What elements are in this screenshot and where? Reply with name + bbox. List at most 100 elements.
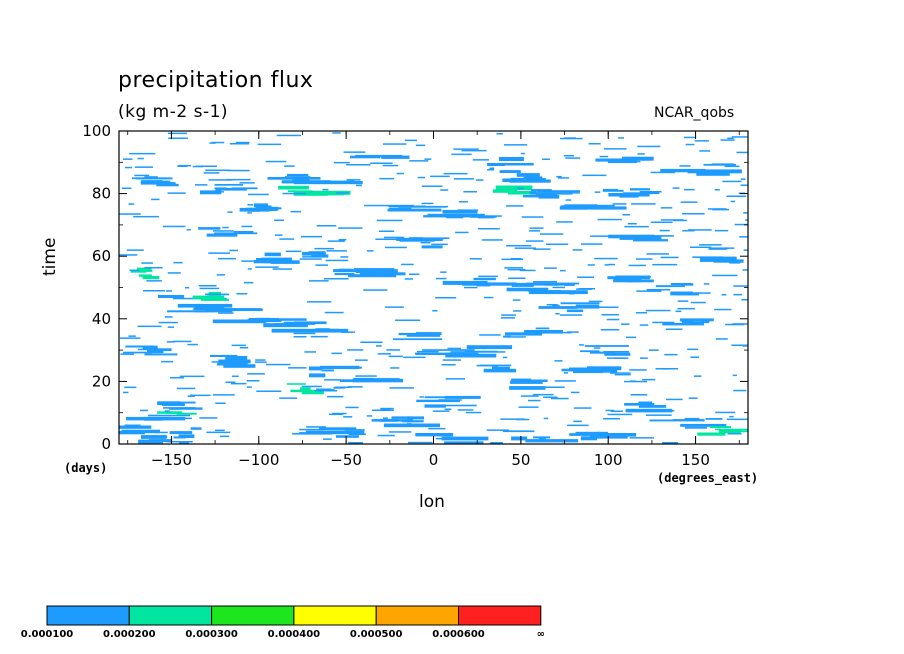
precip-streak [239,207,270,212]
precip-streak [274,323,294,325]
precip-streak [665,328,683,330]
precip-streak [492,366,510,370]
precip-streak [121,187,132,189]
precip-streak [444,352,451,355]
precip-streak [560,205,608,210]
precip-streak [255,359,266,361]
precip-streak [606,318,620,321]
y-tick-label: 40 [92,310,111,328]
precip-feature [309,365,362,378]
precip-streak [660,207,673,209]
precip-streak [535,327,550,330]
precip-streak [315,328,330,330]
precip-streak [388,431,412,433]
precip-streak [610,410,623,412]
precip-streak [393,338,443,341]
precip-streak [288,367,307,369]
precip-streak [505,332,543,336]
precip-streak [147,349,164,354]
precip-streak [143,419,163,421]
precip-streak [199,417,218,419]
precip-streak [630,157,650,161]
precip-streak [255,317,271,320]
precip-streak [284,165,295,167]
precip-feature [502,430,579,443]
precip-streak [554,380,576,382]
x-axis-label: lon [419,492,445,512]
precip-streak [166,341,175,343]
precip-streak [231,344,246,347]
precip-streak [601,314,619,316]
y-tick-label: 0 [101,435,111,453]
precip-streak [178,434,195,439]
precip-feature [662,318,714,326]
precip-streak [284,181,300,183]
precip-streak [243,281,254,284]
precip-streak [200,298,229,301]
precip-streak [640,357,648,359]
precip-streak [407,416,424,420]
precip-streak [465,411,482,414]
precip-streak [510,177,518,180]
precip-streak [660,256,679,259]
precip-streak [222,226,229,229]
precip-feature [697,426,748,436]
precip-streak [508,277,526,279]
precip-streak [421,202,434,205]
precip-streak [650,221,673,223]
precip-streak [122,391,129,394]
precip-streak [650,171,675,174]
precip-streak [699,244,722,246]
precip-streak [543,417,549,420]
precip-streak [564,284,575,286]
precip-streak [194,184,208,186]
precip-streak [441,436,489,441]
precip-streak [173,340,192,343]
precip-feature [169,427,202,439]
precip-streak [733,389,747,392]
precip-streak [306,426,327,428]
precip-streak [566,309,584,313]
colorbar-swatch [128,605,213,626]
precip-streak [391,416,413,419]
precip-streak [387,208,442,212]
precip-streak [346,179,361,181]
precip-streak [246,386,252,388]
precip-streak [608,193,650,197]
precip-streak [565,199,572,201]
precip-streak [248,193,269,196]
precip-streak [314,247,334,250]
precip-streak [379,230,395,232]
precip-streak [292,432,333,435]
precip-streak [622,276,651,278]
precip-streak [630,188,650,191]
precip-streak [520,395,539,397]
colorbar-label: 0.000200 [103,629,156,640]
precip-streak [700,321,710,323]
precip-streak [409,273,420,275]
precip-streak [430,175,450,178]
precip-streak [338,227,363,229]
precip-streak [128,203,135,205]
precip-streak [170,401,196,404]
precip-streak [734,223,748,226]
precip-streak [157,401,181,406]
precip-streak [177,165,188,167]
precip-streak [584,345,629,347]
precip-streak [247,204,254,206]
precip-streak [645,309,671,312]
precip-streak [348,433,366,435]
precip-streak [600,329,620,331]
precip-streak [211,361,232,363]
precip-streak [377,434,395,437]
precip-streak [517,187,524,189]
precip-streak [622,192,660,195]
precip-streak [332,132,341,134]
precip-streak [463,191,477,193]
precip-streak [333,387,346,389]
precip-streak [389,207,412,210]
precip-streak [173,436,186,439]
precip-streak [214,232,258,235]
precip-streak [346,164,371,166]
precip-streak [566,331,579,333]
